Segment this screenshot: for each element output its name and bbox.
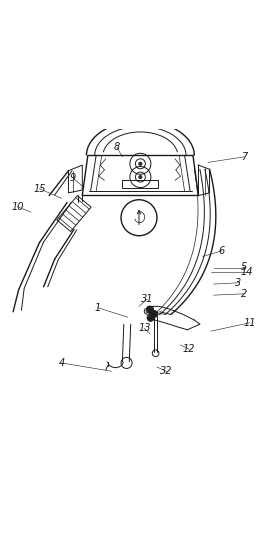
Circle shape [139,175,142,179]
Text: 5: 5 [241,263,247,272]
Text: 7: 7 [241,152,247,162]
Text: 15: 15 [33,184,46,194]
Circle shape [151,310,158,318]
Text: 3: 3 [235,278,242,288]
Text: 14: 14 [241,266,253,277]
Bar [57,196,91,232]
Circle shape [139,162,142,165]
Text: 32: 32 [160,366,173,376]
Text: 6: 6 [219,246,225,256]
Text: 8: 8 [114,142,120,152]
Bar [122,180,158,188]
Text: 1: 1 [95,303,101,312]
Circle shape [147,314,154,322]
Text: 2: 2 [241,289,247,299]
Text: 13: 13 [138,323,151,333]
Circle shape [147,306,154,313]
Text: 11: 11 [244,318,256,328]
Text: 9: 9 [70,173,76,182]
Text: 10: 10 [11,202,24,212]
Text: 12: 12 [183,344,195,354]
Text: 31: 31 [141,294,153,304]
Text: 4: 4 [58,358,65,368]
